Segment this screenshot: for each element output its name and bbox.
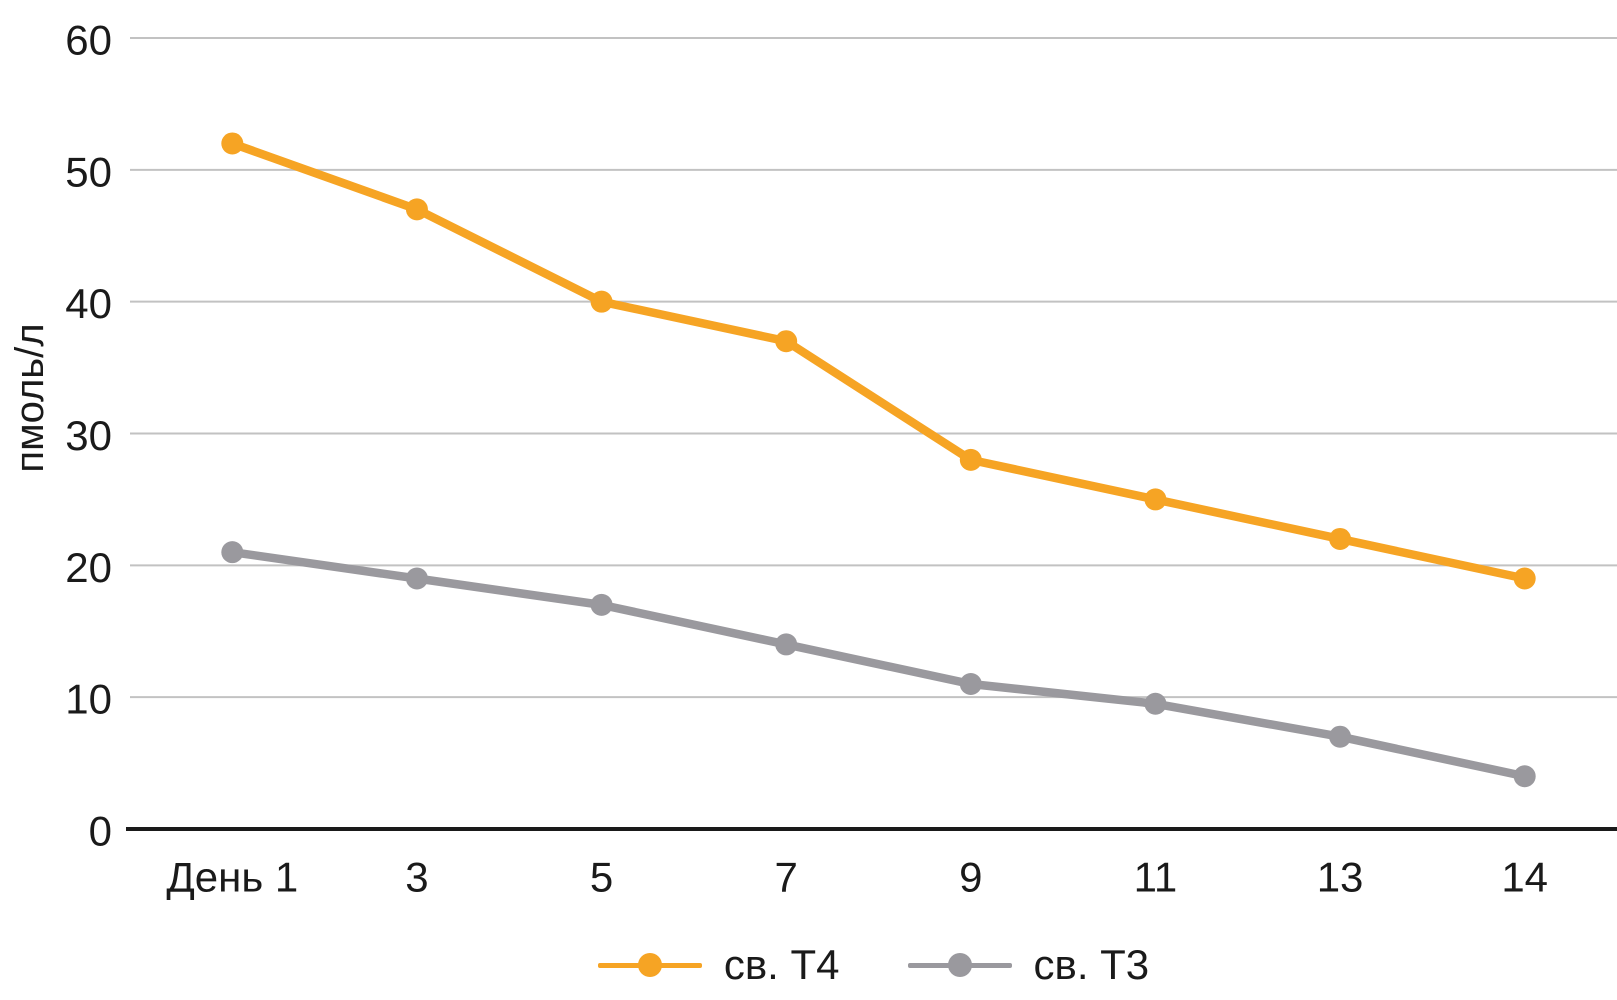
- legend-item-sv-t4: св. Т4: [597, 941, 840, 988]
- legend-label-sv-t3: св. Т3: [1033, 941, 1150, 988]
- data-point: [775, 330, 798, 353]
- t4-line-marker-icon: [597, 952, 702, 978]
- y-tick-label: 40: [65, 280, 112, 327]
- series-line-2: [228, 547, 1529, 781]
- t4-legend-dot: [637, 953, 662, 977]
- data-point: [1329, 725, 1352, 748]
- t3-legend-dot: [947, 953, 972, 977]
- data-point: [590, 290, 613, 313]
- data-point: [221, 132, 244, 155]
- y-tick-label: 30: [65, 412, 112, 459]
- y-tick-label: 10: [65, 676, 112, 723]
- data-point: [959, 448, 982, 471]
- x-tick-label: 9: [959, 854, 982, 901]
- chart-legend: св. Т4 св. Т3: [130, 935, 1617, 995]
- data-point: [775, 633, 798, 656]
- x-tick-label: 3: [405, 854, 428, 901]
- data-point: [1329, 527, 1352, 550]
- legend-item-sv-t3: св. Т3: [907, 941, 1150, 988]
- y-tick-label: 60: [65, 17, 112, 64]
- x-tick-label: 13: [1317, 854, 1364, 901]
- legend-label-sv-t4: св. Т4: [723, 941, 840, 988]
- data-point: [1144, 488, 1167, 511]
- x-tick-label: 7: [775, 854, 798, 901]
- data-point: [590, 593, 613, 616]
- data-point: [1513, 765, 1536, 788]
- series-line-1: [228, 139, 1529, 583]
- x-tick-label: День 1: [166, 854, 298, 901]
- data-point: [405, 567, 428, 590]
- data-point: [405, 198, 428, 221]
- data-point: [221, 541, 244, 564]
- data-point: [959, 672, 982, 695]
- data-point: [1144, 692, 1167, 715]
- y-tick-label: 50: [65, 148, 112, 195]
- x-tick-label: 5: [590, 854, 613, 901]
- x-tick-label: 11: [1134, 854, 1178, 901]
- x-tick-label: 14: [1501, 854, 1548, 901]
- y-tick-label: 20: [65, 544, 112, 591]
- y-axis-title: пмоль/л: [8, 323, 52, 472]
- data-point: [1513, 567, 1536, 590]
- t3-line-marker-icon: [907, 952, 1012, 978]
- y-tick-label: 0: [89, 808, 112, 855]
